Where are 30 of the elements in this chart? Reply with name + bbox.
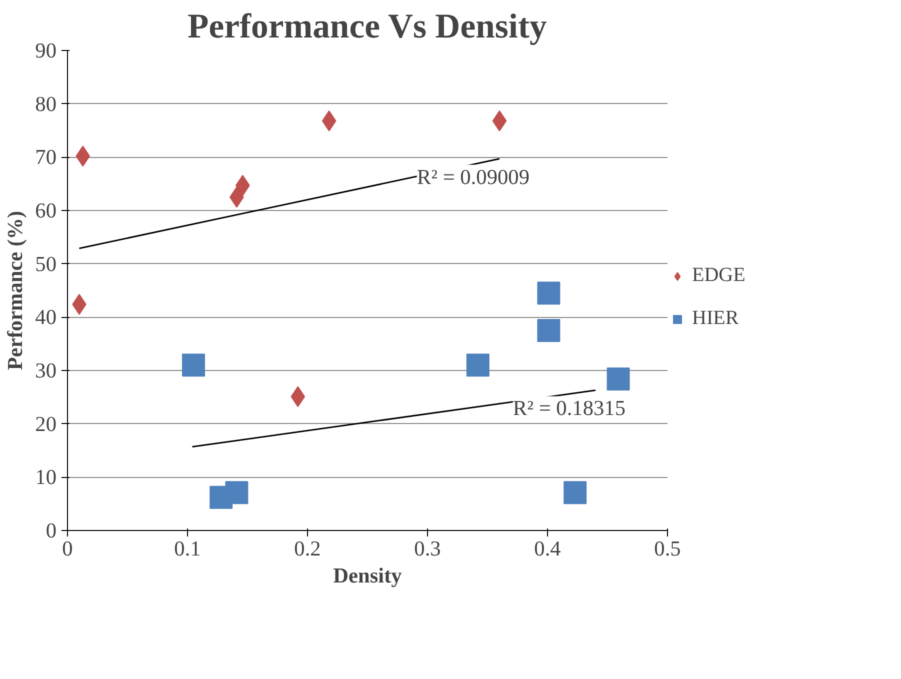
legend-label: EDGE: [692, 264, 746, 287]
x-axis-title: Density: [333, 564, 402, 588]
y-tick-label: 30: [35, 358, 56, 382]
y-axis-title: Performance (%): [3, 210, 28, 370]
x-tick-label: 0.1: [174, 536, 201, 560]
y-tick-label: 90: [35, 38, 56, 62]
annotation: R² = 0.18315: [512, 396, 626, 420]
point: [537, 319, 560, 342]
x-tick-label: 0.2: [294, 536, 321, 560]
x-tick-label: 0.5: [654, 536, 681, 560]
legend-label: HIER: [692, 307, 740, 330]
x-tick-label: 0.3: [414, 536, 441, 560]
x-tick-label: 0.4: [534, 536, 562, 560]
y-tick-label: 50: [35, 252, 56, 276]
y-tick-label: 80: [35, 92, 56, 116]
point: [225, 481, 248, 504]
y-tick-label: 60: [35, 198, 56, 222]
point: [606, 368, 630, 391]
y-tick-label: 70: [35, 145, 56, 170]
chart-title: Performance Vs Density: [188, 8, 547, 46]
point: [182, 354, 205, 377]
y-tick-label: 0: [46, 518, 57, 542]
point: [564, 481, 587, 504]
y-tick-label: 20: [35, 412, 56, 436]
annotation: R² = 0.09009: [416, 164, 530, 189]
y-tick-label: 40: [35, 305, 56, 330]
y-tick-label: 10: [35, 465, 56, 490]
x-tick-label: 0: [62, 536, 73, 560]
point: [466, 354, 490, 377]
point: [537, 282, 560, 305]
